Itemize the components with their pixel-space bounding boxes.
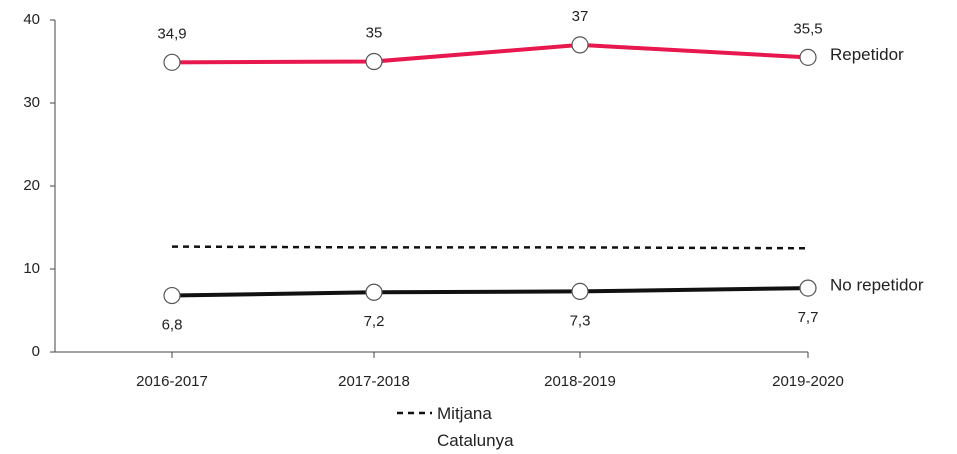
point: [163, 286, 181, 305]
y-tick-label: 0: [32, 343, 40, 360]
x-tick-label: 2018-2019: [544, 373, 616, 390]
point: [571, 36, 589, 54]
data-label: 34,9: [157, 25, 186, 42]
y-tick-label: 10: [23, 260, 40, 277]
data-label: 7,3: [570, 312, 591, 329]
series-line: [171, 286, 809, 298]
data-label: 6,8: [162, 317, 183, 334]
point: [571, 282, 589, 301]
point: [799, 48, 817, 66]
x-tick-label: 2016-2017: [136, 373, 208, 390]
y-tick-label: 30: [23, 94, 40, 111]
data-label: 35,5: [793, 20, 822, 37]
y-tick-label: 40: [23, 11, 40, 28]
average-line: [171, 245, 809, 250]
data-label: 7,7: [798, 309, 819, 326]
series-line: [171, 42, 809, 65]
series-label: No repetidor: [830, 276, 924, 295]
point: [365, 283, 383, 301]
point: [799, 279, 817, 297]
data-label: 7,2: [364, 313, 385, 330]
series-label: Repetidor: [830, 45, 904, 64]
x-tick-label: 2019-2020: [772, 373, 844, 390]
point: [163, 53, 181, 71]
point: [365, 52, 383, 71]
x-tick-label: 2017-2018: [338, 373, 410, 390]
legend-label: Mitjana Catalunya: [437, 404, 514, 450]
data-label: 35: [366, 24, 383, 41]
y-tick-label: 20: [23, 177, 40, 194]
data-label: 37: [572, 8, 589, 25]
